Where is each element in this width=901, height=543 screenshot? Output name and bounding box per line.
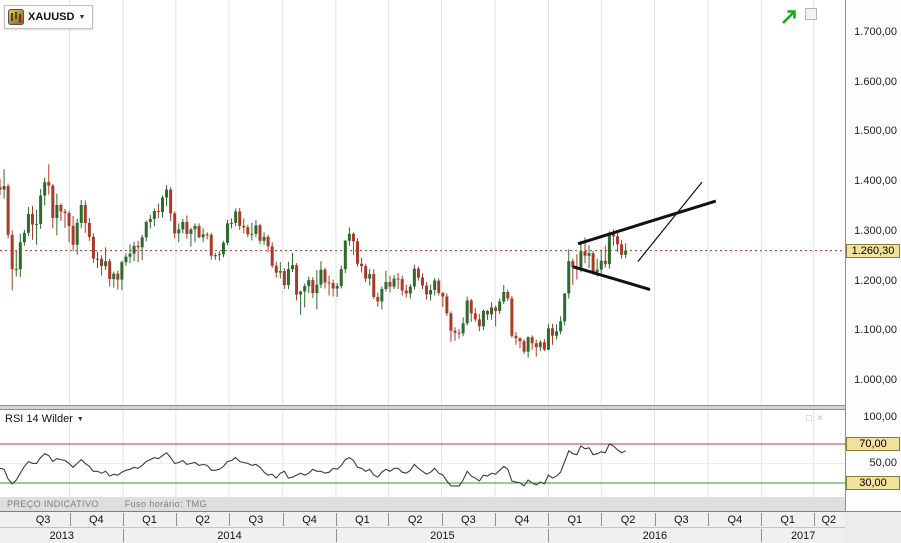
quarter-tick bbox=[229, 513, 231, 526]
price-axis-label: 1.700,00 bbox=[854, 26, 897, 38]
quarter-label: Q1 bbox=[142, 514, 157, 526]
quarter-label: Q2 bbox=[195, 514, 211, 526]
price-axis-label: 1.300,00 bbox=[854, 224, 897, 237]
price-axis-label: 1.600,00 bbox=[854, 75, 897, 88]
price-axis-label: 1.200,00 bbox=[854, 274, 897, 287]
quarter-label: Q4 bbox=[727, 514, 743, 526]
quarter-label: Q3 bbox=[35, 514, 51, 526]
rsi-panel-tools: □ × bbox=[806, 414, 823, 424]
quarter-label: Q2 bbox=[620, 514, 636, 526]
quarter-tick bbox=[761, 513, 763, 526]
year-label: 2013 bbox=[49, 530, 75, 542]
year-tick bbox=[336, 529, 337, 542]
year-row: 2013 2014 2015 2016 2017 bbox=[0, 528, 845, 543]
year-tick bbox=[548, 529, 550, 542]
expand-icon[interactable]: □ bbox=[806, 413, 813, 424]
rsi-panel[interactable] bbox=[0, 410, 845, 511]
quarter-tick bbox=[548, 513, 550, 526]
quarter-tick bbox=[441, 513, 443, 526]
chart-toolbar bbox=[780, 8, 817, 26]
quarter-label: Q4 bbox=[88, 514, 104, 526]
quarter-tick bbox=[708, 513, 710, 526]
instrument-icon bbox=[8, 9, 24, 25]
quarter-tick bbox=[654, 513, 656, 526]
price-axis-label: 1.400,00 bbox=[854, 175, 897, 188]
chevron-down-icon: ▼ bbox=[78, 13, 86, 21]
rsi-axis-label: 100,00 bbox=[863, 411, 897, 423]
year-tick bbox=[761, 529, 763, 542]
rsi-title: RSI 14 Wilder bbox=[5, 413, 73, 425]
price-axis-label: 1.500,00 bbox=[854, 125, 897, 138]
quarter-row: Q3 Q4 Q1 Q2 Q3 Q4 Q1 Q2 Q3 Q4 Q1 Q2 Q3 Q4 Q1 Q2 bbox=[0, 512, 845, 528]
time-axis[interactable]: Q3 Q4 Q1 Q2 Q3 Q4 Q1 Q2 Q3 Q4 Q1 Q2 Q3 Q4 Q1 Q2 2013 201… bbox=[0, 511, 845, 543]
year-label: 2017 bbox=[790, 530, 816, 542]
year-label: 2016 bbox=[642, 530, 668, 542]
quarter-label: Q2 bbox=[407, 514, 423, 526]
close-icon[interactable]: × bbox=[817, 413, 823, 424]
current-price-badge: 1.260,30 bbox=[846, 243, 900, 258]
quarter-tick bbox=[336, 513, 337, 526]
quarter-tick bbox=[388, 513, 390, 526]
quarter-label: Q2 bbox=[821, 514, 837, 526]
rsi-axis-label: 50,00 bbox=[869, 457, 897, 470]
quarter-tick bbox=[123, 513, 125, 526]
year-tick bbox=[123, 529, 125, 542]
rsi-indicator-selector[interactable]: RSI 14 Wilder ▼ bbox=[5, 413, 84, 425]
rsi-overbought-badge: 70,00 bbox=[846, 436, 900, 451]
rsi-oversold-badge: 30,00 bbox=[846, 475, 900, 490]
panel-splitter[interactable] bbox=[0, 405, 901, 410]
quarter-tick bbox=[282, 513, 284, 526]
timezone-label: Fuso horário: TMG bbox=[124, 499, 207, 509]
quarter-label: Q4 bbox=[302, 514, 317, 526]
price-axis-label: 1.000,00 bbox=[854, 374, 897, 386]
status-bar: PREÇO INDICATIVO Fuso horário: TMG bbox=[0, 497, 845, 511]
quarter-label: Q1 bbox=[355, 514, 370, 526]
symbol-selector[interactable]: XAUUSD ▼ bbox=[4, 5, 94, 29]
axis-corner bbox=[845, 511, 901, 543]
year-label: 2014 bbox=[217, 530, 242, 542]
price-chart-panel[interactable] bbox=[0, 0, 845, 405]
quarter-tick bbox=[813, 513, 815, 526]
window-icon[interactable] bbox=[805, 8, 817, 20]
quarter-label: Q1 bbox=[780, 514, 796, 526]
quarter-label: Q3 bbox=[248, 514, 264, 526]
chevron-down-icon: ▼ bbox=[76, 415, 84, 423]
symbol-label: XAUUSD bbox=[28, 11, 75, 23]
quarter-label: Q3 bbox=[461, 514, 476, 526]
quarter-label: Q3 bbox=[673, 514, 689, 526]
price-axis-label: 1.100,00 bbox=[854, 324, 897, 337]
quarter-label: Q1 bbox=[567, 514, 583, 526]
year-label: 2015 bbox=[430, 530, 455, 542]
quarter-label: Q4 bbox=[514, 514, 530, 526]
trend-arrow-icon[interactable] bbox=[780, 8, 798, 26]
indicative-price-label: PREÇO INDICATIVO bbox=[7, 499, 99, 509]
quarter-tick bbox=[175, 513, 177, 526]
quarter-tick bbox=[495, 513, 497, 526]
quarter-tick bbox=[69, 513, 71, 526]
price-axis[interactable]: 1.700,00 1.600,00 1.500,00 1.400,00 1.300,00… bbox=[845, 0, 901, 543]
quarter-tick bbox=[601, 513, 603, 526]
